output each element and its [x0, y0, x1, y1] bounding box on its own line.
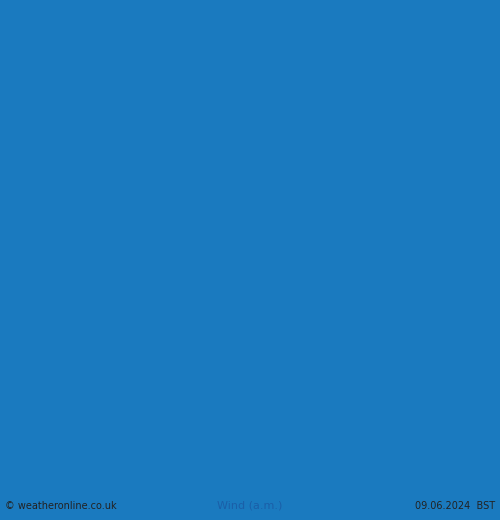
Text: © weatheronline.co.uk: © weatheronline.co.uk — [5, 501, 116, 511]
Text: 09.06.2024  BST: 09.06.2024 BST — [415, 501, 495, 511]
Text: Wind (a.m.): Wind (a.m.) — [218, 501, 282, 511]
